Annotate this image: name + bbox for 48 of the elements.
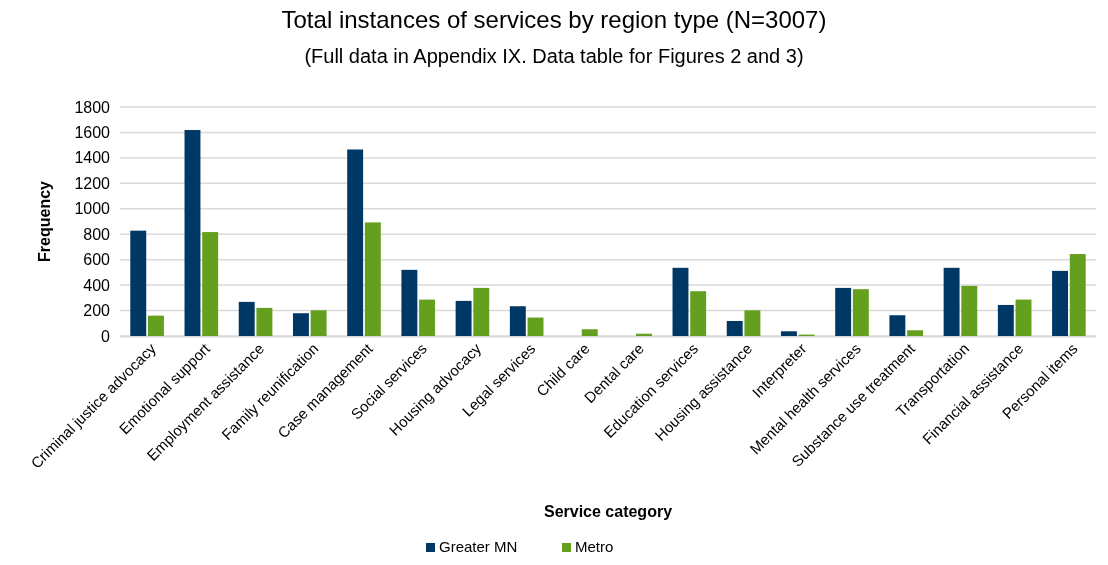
x-axis-title: Service category [543,503,673,520]
bar [1069,254,1086,336]
bar [130,230,147,336]
bar [509,306,526,336]
bar [401,269,418,336]
bar [238,301,255,336]
y-tick-label: 1400 [74,149,111,167]
chart-title: Total instances of services by region type (N=3007) [281,6,827,33]
bar [744,310,761,336]
bar [997,304,1014,336]
bar [780,331,797,336]
bar [1052,270,1068,336]
y-tick-label: 600 [83,251,111,269]
legend-label: Greater MN [439,538,518,555]
bar [961,285,978,336]
bar [202,232,219,336]
bar [256,307,273,336]
y-tick-label: 1600 [74,124,111,142]
bar [184,130,201,336]
bar [347,149,364,336]
y-tick-label: 1200 [74,174,111,192]
y-tick-label: 400 [83,276,111,294]
chart-subtitle: (Full data in Appendix IX. Data table for Figures 2 and 3) [304,45,804,67]
bar [455,300,472,336]
y-tick-label: 1800 [74,98,111,116]
bar [1015,299,1032,336]
y-tick-label: 1000 [74,200,111,218]
bar [943,267,960,336]
bar [581,329,598,336]
legend-label: Metro [575,538,614,555]
bar [310,310,327,336]
bar [419,299,436,336]
bar [889,315,906,336]
bar [672,267,689,336]
bar [726,320,743,336]
y-axis-title: Frequency [36,180,53,262]
bar [835,287,852,336]
bar [527,317,544,336]
bar [852,289,869,336]
bar [364,222,381,336]
y-tick-label: 200 [83,302,111,320]
bar [148,315,164,336]
y-tick-label: 800 [83,225,111,243]
y-tick-label: 0 [101,327,111,345]
bar [690,291,707,336]
bar [473,287,490,336]
bar [907,330,924,336]
bar [292,313,309,336]
